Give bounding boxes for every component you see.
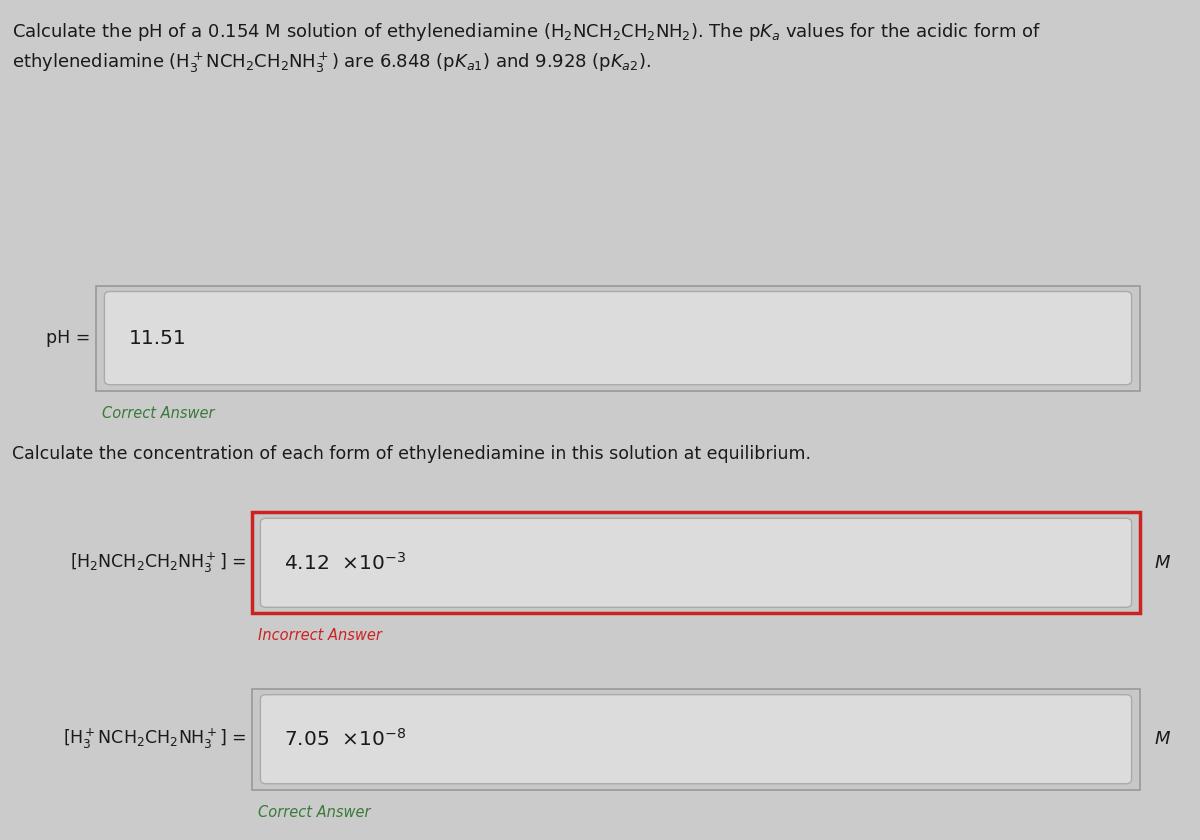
Text: M: M xyxy=(1154,730,1170,748)
Text: 7.05  ×10$^{-8}$: 7.05 ×10$^{-8}$ xyxy=(284,728,407,750)
Text: pH =: pH = xyxy=(46,329,90,347)
Text: Calculate the pH of a 0.154 M solution of ethylenediamine (H$_2$NCH$_2$CH$_2$NH$: Calculate the pH of a 0.154 M solution o… xyxy=(12,21,1040,43)
FancyBboxPatch shape xyxy=(252,689,1140,790)
Text: Calculate the concentration of each form of ethylenediamine in this solution at : Calculate the concentration of each form… xyxy=(12,445,811,463)
FancyBboxPatch shape xyxy=(104,291,1132,385)
Text: Correct Answer: Correct Answer xyxy=(258,805,371,820)
Text: ethylenediamine (H$_3^+$NCH$_2$CH$_2$NH$_3^+$) are 6.848 (p$K_{a1}$) and 9.928 (: ethylenediamine (H$_3^+$NCH$_2$CH$_2$NH$… xyxy=(12,50,650,75)
Text: M: M xyxy=(1154,554,1170,572)
FancyBboxPatch shape xyxy=(96,286,1140,391)
Text: Incorrect Answer: Incorrect Answer xyxy=(258,628,382,643)
FancyBboxPatch shape xyxy=(260,518,1132,607)
Text: 4.12  ×10$^{-3}$: 4.12 ×10$^{-3}$ xyxy=(284,552,407,574)
Text: [H$_3^+$NCH$_2$CH$_2$NH$_3^+$] =: [H$_3^+$NCH$_2$CH$_2$NH$_3^+$] = xyxy=(62,727,246,751)
Text: 11.51: 11.51 xyxy=(128,328,186,348)
Text: Correct Answer: Correct Answer xyxy=(102,406,215,421)
Text: [H$_2$NCH$_2$CH$_2$NH$_3^+$] =: [H$_2$NCH$_2$CH$_2$NH$_3^+$] = xyxy=(70,551,246,575)
FancyBboxPatch shape xyxy=(260,695,1132,784)
FancyBboxPatch shape xyxy=(252,512,1140,613)
